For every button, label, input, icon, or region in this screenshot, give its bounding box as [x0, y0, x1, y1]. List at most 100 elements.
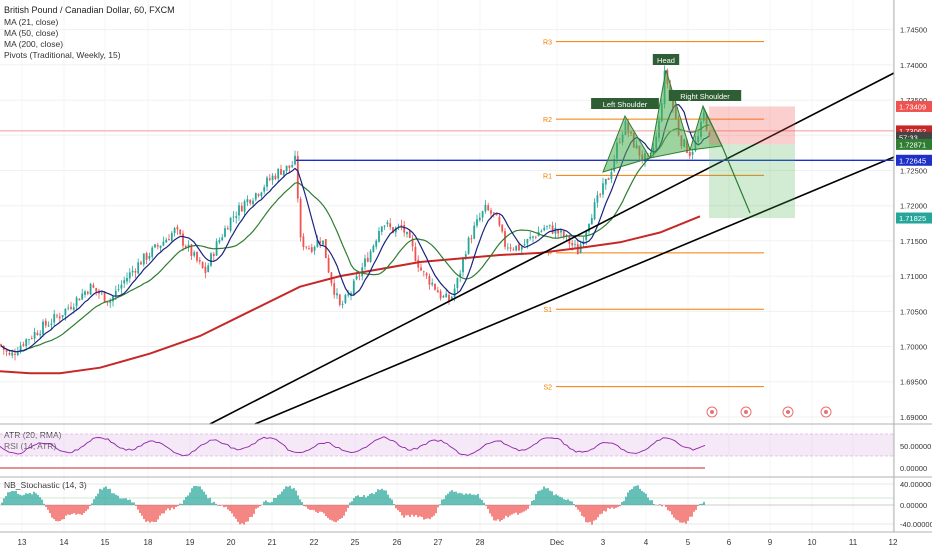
candle-body: [487, 205, 490, 211]
pivot-label-r1: R1: [543, 173, 552, 180]
stoch-bar: [155, 505, 157, 522]
event-flag-dot: [710, 410, 714, 414]
rsi-pane[interactable]: ATR (20, RMA) RSI (14, ATR) 50.00000 0.00…: [0, 430, 931, 473]
time-tick-label: 12: [889, 538, 898, 547]
candle-body: [86, 291, 89, 294]
candle-body: [47, 325, 50, 327]
stoch-bar: [441, 499, 443, 505]
stochastic-pane[interactable]: NB_Stochastic (14, 3) 40.00000 0.00000 -40…: [0, 480, 932, 529]
stoch-bar: [183, 499, 185, 505]
time-axis[interactable]: 13 14 15 18 19 20 21 22 25 26 27 28 Dec 3 4 5 6 9 10 11 12: [18, 538, 898, 547]
price-pane[interactable]: R3 R2 R1 P S1 S2 Left Shoulder Head Right Shoul…: [0, 0, 895, 532]
candle-body: [596, 195, 599, 203]
stoch-bar: [295, 490, 297, 505]
candle-body: [159, 245, 162, 248]
stoch-bar: [299, 499, 301, 505]
candle-body: [226, 228, 229, 230]
stoch-bar: [269, 502, 271, 505]
candle-body: [56, 315, 58, 317]
stoch-bar: [73, 505, 75, 514]
stoch-bar: [187, 495, 189, 505]
candle-body: [201, 261, 204, 268]
candle-body: [319, 241, 322, 244]
stoch-bar: [189, 492, 191, 505]
candle-body: [406, 231, 408, 235]
stoch-bar: [119, 498, 121, 505]
stoch-bar: [669, 505, 671, 512]
event-icons[interactable]: [706, 406, 832, 418]
stoch-bar: [379, 489, 381, 505]
stoch-bar: [311, 505, 313, 510]
rsi-line: [0, 436, 706, 457]
candle-body: [366, 257, 369, 262]
hs-pattern-0[interactable]: [602, 114, 651, 173]
stoch-bar: [685, 505, 687, 524]
legend-ma200: MA (200, close): [4, 39, 63, 49]
stoch-bar: [503, 505, 505, 519]
stoch-bar: [263, 501, 265, 505]
trendline-shallow[interactable]: [254, 156, 895, 425]
candle-body: [439, 291, 442, 299]
candle-body: [72, 307, 75, 310]
stoch-bar: [77, 505, 79, 514]
candle-body: [478, 217, 481, 221]
stoch-legend: NB_Stochastic (14, 3): [4, 480, 87, 490]
stoch-bar: [541, 489, 543, 505]
stoch-bar: [307, 505, 309, 509]
stoch-bar: [279, 494, 281, 505]
stoch-bar: [641, 490, 643, 505]
candle-body: [473, 225, 476, 239]
stoch-bar: [675, 505, 677, 520]
stoch-bar: [367, 495, 369, 505]
stoch-bar: [71, 505, 73, 515]
stoch-bar: [125, 498, 127, 505]
stoch-bar: [491, 505, 493, 517]
candle-body: [268, 178, 271, 180]
stoch-bar: [371, 493, 373, 505]
stoch-bar: [599, 505, 601, 515]
stoch-bar: [397, 505, 399, 511]
stop-loss-zone[interactable]: [709, 106, 795, 145]
stoch-bar: [483, 502, 485, 505]
stoch-bar: [237, 505, 239, 522]
stoch-bar: [171, 505, 173, 508]
stoch-bar: [95, 496, 97, 505]
stoch-bar: [85, 505, 87, 512]
candle-body: [28, 339, 30, 341]
stoch-bar: [191, 488, 193, 505]
candle-body: [11, 352, 14, 356]
candle-body: [299, 198, 302, 238]
stoch-bar: [639, 488, 641, 505]
pivot-label-s2: S2: [543, 385, 552, 392]
candle-body: [386, 222, 389, 225]
candle-body: [302, 236, 305, 248]
drawings[interactable]: Left Shoulder Head Right Shoulder: [0, 54, 895, 425]
stoch-bar: [287, 486, 289, 505]
stoch-bar: [449, 491, 451, 505]
candle-body: [590, 217, 593, 225]
candle-body: [204, 266, 207, 273]
stoch-bar: [387, 494, 389, 505]
stoch-bar: [635, 485, 637, 505]
candle-body: [322, 240, 324, 245]
stoch-bar: [41, 499, 43, 505]
stoch-bar: [573, 504, 575, 505]
trendline-steep[interactable]: [209, 72, 895, 425]
hs-pattern-1[interactable]: [649, 69, 691, 159]
candle-body: [313, 246, 316, 251]
stoch-bar: [5, 496, 7, 505]
candle-body: [557, 229, 560, 234]
stoch-bar: [661, 505, 663, 507]
candle-body: [243, 201, 246, 212]
time-tick-label: 18: [144, 538, 153, 547]
price-axis[interactable]: 1.745001.740001.735001.730001.725001.720…: [896, 26, 932, 422]
take-profit-zone[interactable]: [709, 144, 795, 219]
stoch-bar: [627, 492, 629, 505]
stoch-bar: [681, 505, 683, 523]
stoch-bar: [115, 494, 117, 505]
candle-body: [260, 192, 263, 197]
price-axis-badge: [896, 125, 932, 137]
time-tick-label: Dec: [550, 538, 564, 547]
price-axis-badge: [896, 154, 932, 166]
